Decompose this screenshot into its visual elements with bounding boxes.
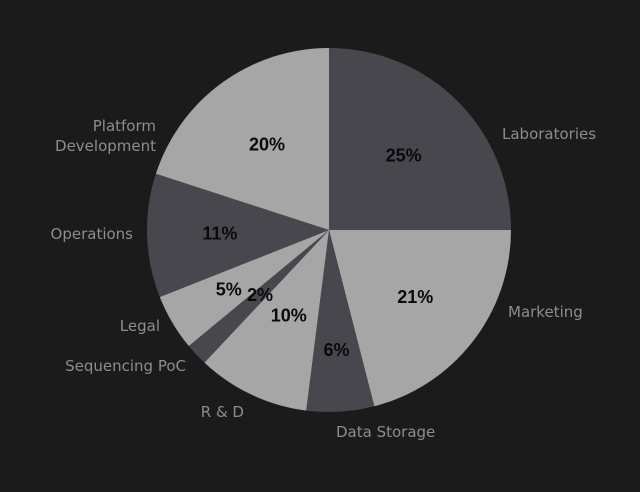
value-label-marketing: 21% xyxy=(397,287,433,307)
pie-slice-legal xyxy=(159,230,329,347)
pie-slice-laboratories xyxy=(329,48,511,230)
category-label-marketing: Marketing xyxy=(508,303,583,321)
value-label-sequencing-poc: 2% xyxy=(247,285,273,305)
category-label-data-storage: Data Storage xyxy=(336,423,435,441)
pie-slice-platform-development xyxy=(155,48,329,230)
category-label-operations: Operations xyxy=(51,225,134,243)
pie-slice-sequencing-poc xyxy=(188,230,329,363)
category-label-laboratories: Laboratories xyxy=(502,125,596,143)
value-label-r-d: 10% xyxy=(271,306,307,326)
value-label-legal: 5% xyxy=(216,279,242,299)
value-label-platform-development: 20% xyxy=(249,135,285,155)
slices-layer xyxy=(147,48,511,412)
pie-slice-r-d xyxy=(204,230,329,411)
value-labels-layer: 25% 21% 6% 10%2%5% 11% 20% xyxy=(202,135,433,360)
value-label-laboratories: 25% xyxy=(386,145,422,165)
category-label-platform-development: Platform Development xyxy=(55,117,156,155)
pie-slice-operations xyxy=(147,173,329,297)
value-label-operations: 11% xyxy=(202,223,237,243)
value-label-data-storage: 6% xyxy=(324,340,350,360)
category-label-sequencing-poc: Sequencing PoC xyxy=(65,357,186,375)
category-labels-layer: Laboratories Marketing Data Storage R & D Se… xyxy=(51,117,597,441)
category-label-legal: Legal xyxy=(120,317,160,335)
pie-slice-marketing xyxy=(329,230,511,407)
category-label-r-d: R & D xyxy=(201,403,244,421)
pie-slice-data-storage xyxy=(306,230,375,412)
